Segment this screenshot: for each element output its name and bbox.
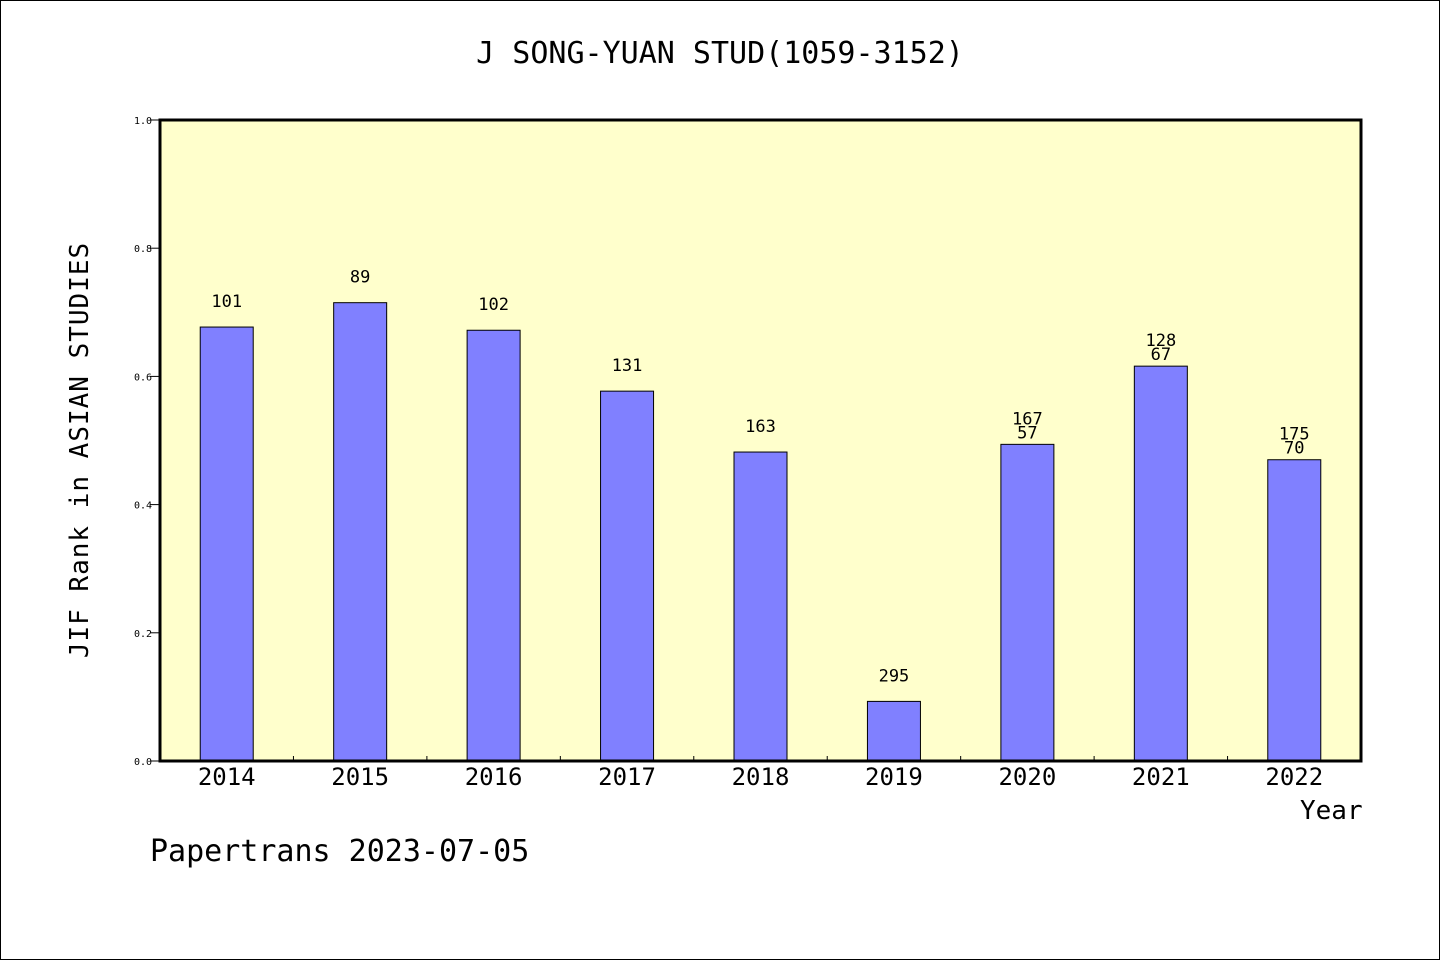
data-label: 57 xyxy=(1017,423,1037,443)
chart-title: J SONG-YUAN STUD(1059-3152) xyxy=(476,36,964,71)
bar xyxy=(333,302,388,762)
bar xyxy=(733,451,788,762)
bar xyxy=(466,329,521,762)
data-label: 101 xyxy=(211,292,242,312)
data-label: 128 xyxy=(1145,331,1176,351)
data-label: 163 xyxy=(745,417,776,437)
x-axis-label: Year xyxy=(1300,796,1363,826)
data-label: 295 xyxy=(879,666,910,686)
x-tick-label: 2015 xyxy=(331,763,389,791)
data-label: 67 xyxy=(1151,345,1171,365)
data-label: 131 xyxy=(612,356,643,376)
y-tick-label: 0.4 xyxy=(134,501,152,512)
data-label: 70 xyxy=(1284,439,1304,459)
bar xyxy=(600,390,655,762)
x-tick-label: 2022 xyxy=(1265,763,1323,791)
x-tick-label: 2018 xyxy=(732,763,790,791)
bar xyxy=(1133,365,1188,762)
footer-credit: Papertrans 2023-07-05 xyxy=(150,834,530,869)
x-tick-label: 2017 xyxy=(598,763,656,791)
data-label: 175 xyxy=(1279,425,1310,445)
data-label: 102 xyxy=(478,295,509,315)
bar xyxy=(866,700,921,762)
x-tick-label: 2014 xyxy=(198,763,256,791)
x-tick-label: 2021 xyxy=(1132,763,1190,791)
y-tick-label: 0.2 xyxy=(134,629,152,640)
bar xyxy=(1000,443,1055,762)
y-tick-label: 0.8 xyxy=(134,244,152,255)
y-tick-label: 0.0 xyxy=(134,757,152,768)
data-label: 89 xyxy=(350,268,370,288)
y-tick-label: 0.6 xyxy=(134,372,152,383)
x-tick-label: 2020 xyxy=(998,763,1056,791)
y-tick-label: 1.0 xyxy=(134,116,152,127)
bar xyxy=(199,326,254,762)
plot-border xyxy=(158,118,1363,763)
bar xyxy=(1267,459,1322,762)
x-tick-label: 2019 xyxy=(865,763,923,791)
data-label: 167 xyxy=(1012,409,1043,429)
x-tick-label: 2016 xyxy=(465,763,523,791)
